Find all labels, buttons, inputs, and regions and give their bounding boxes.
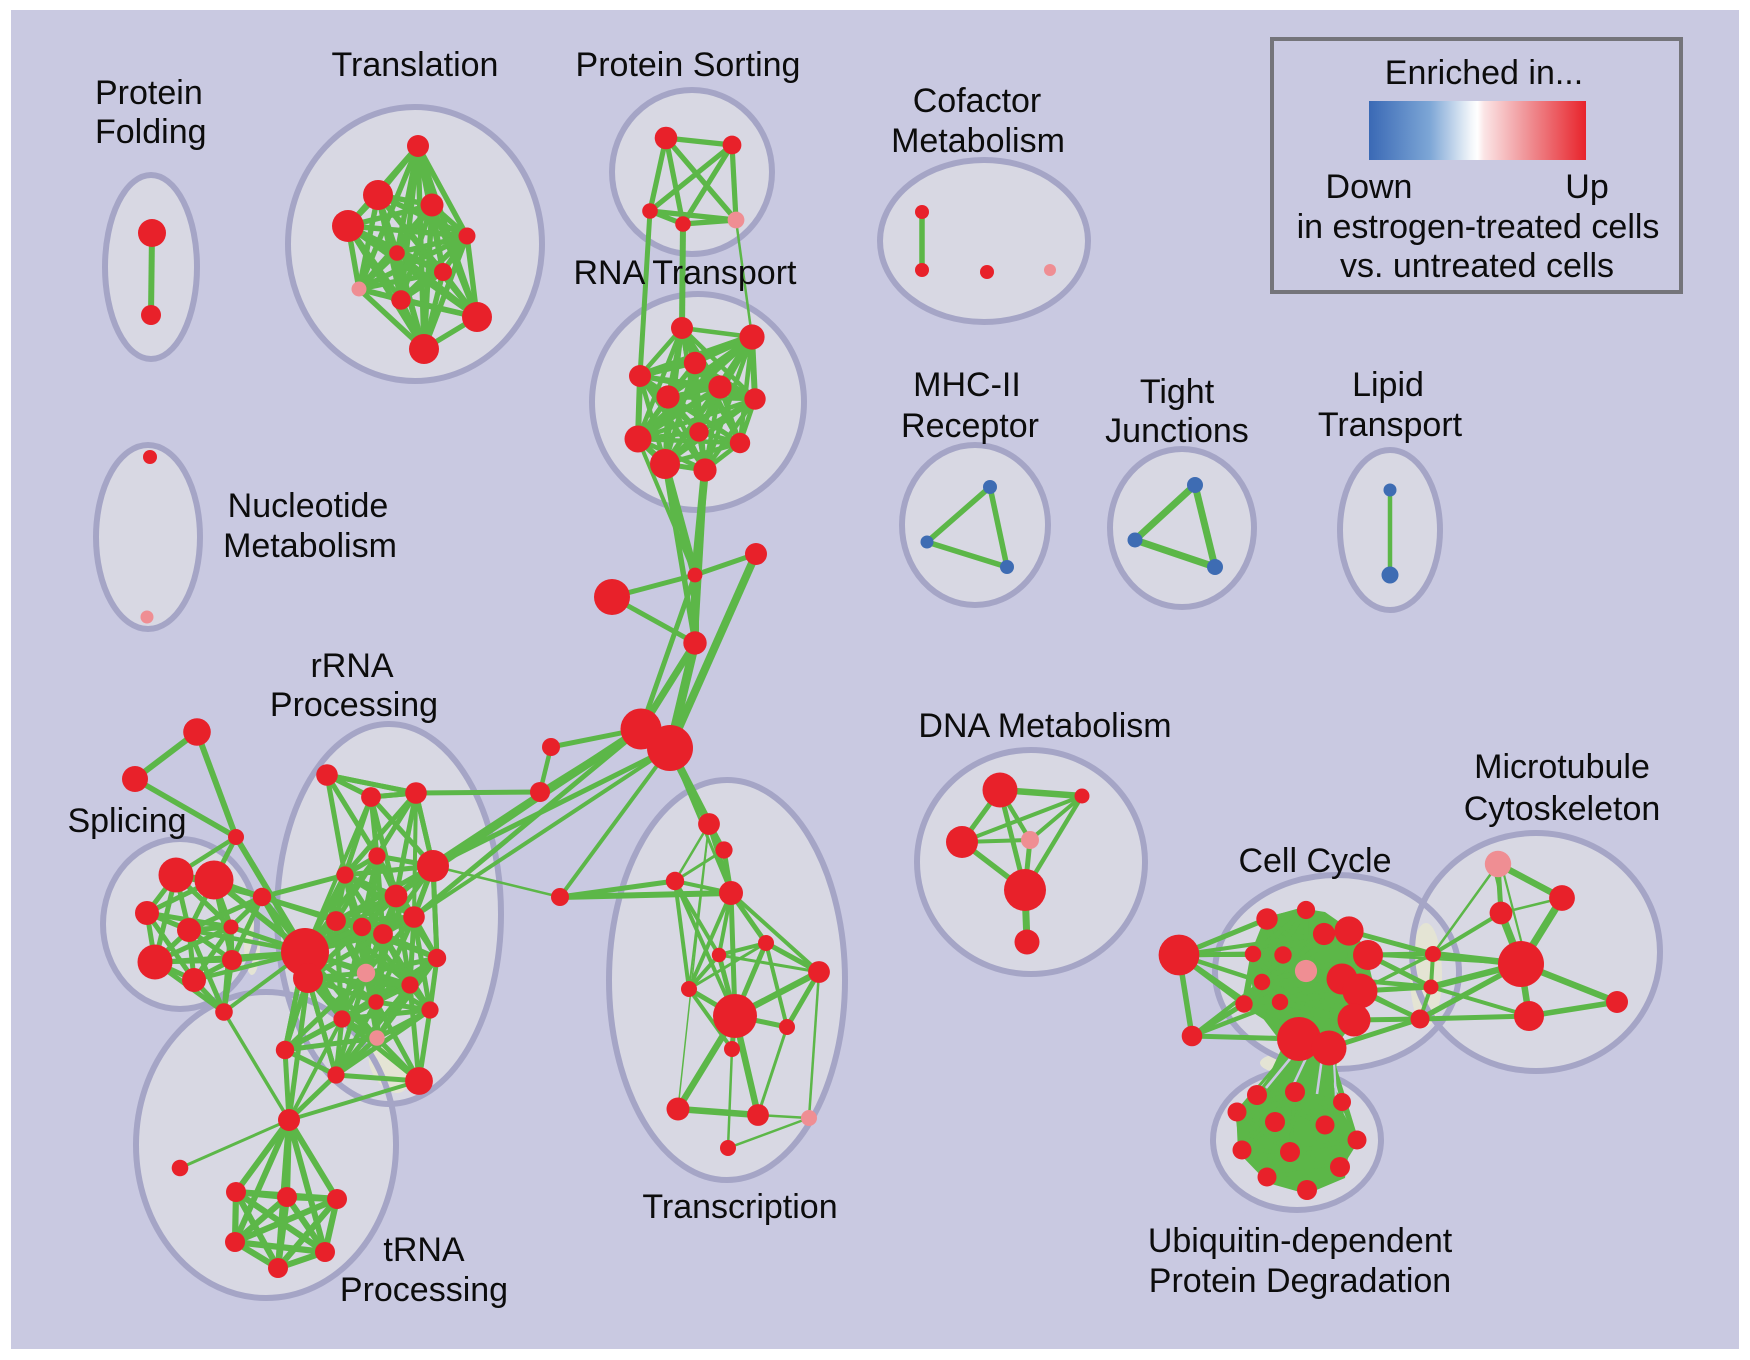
- svg-text:Microtubule: Microtubule: [1474, 748, 1650, 786]
- svg-text:Cofactor: Cofactor: [913, 82, 1042, 120]
- svg-text:Down: Down: [1326, 168, 1413, 206]
- svg-text:Folding: Folding: [95, 113, 207, 151]
- svg-text:Up: Up: [1565, 168, 1608, 206]
- svg-text:DNA Metabolism: DNA Metabolism: [918, 707, 1171, 745]
- svg-text:tRNA: tRNA: [383, 1231, 465, 1269]
- svg-text:Protein Sorting: Protein Sorting: [576, 46, 801, 84]
- svg-text:Cell Cycle: Cell Cycle: [1238, 842, 1391, 880]
- svg-text:RNA Transport: RNA Transport: [574, 254, 798, 292]
- svg-text:Metabolism: Metabolism: [223, 527, 397, 565]
- svg-text:MHC-II: MHC-II: [913, 366, 1021, 404]
- svg-text:vs. untreated cells: vs. untreated cells: [1340, 247, 1614, 285]
- svg-text:Receptor: Receptor: [901, 407, 1039, 445]
- svg-text:Splicing: Splicing: [67, 802, 186, 840]
- svg-text:Processing: Processing: [270, 686, 438, 724]
- svg-text:Junctions: Junctions: [1105, 412, 1249, 450]
- svg-text:Cytoskeleton: Cytoskeleton: [1464, 790, 1661, 828]
- svg-text:Translation: Translation: [332, 46, 499, 84]
- svg-text:in estrogen-treated cells: in estrogen-treated cells: [1297, 208, 1660, 246]
- svg-text:Transport: Transport: [1318, 406, 1463, 444]
- svg-text:Enriched in...: Enriched in...: [1385, 54, 1583, 92]
- svg-text:Transcription: Transcription: [642, 1188, 837, 1226]
- svg-text:Protein: Protein: [95, 74, 203, 112]
- svg-text:Metabolism: Metabolism: [891, 122, 1065, 160]
- svg-text:Nucleotide: Nucleotide: [228, 487, 389, 525]
- svg-text:Processing: Processing: [340, 1271, 508, 1309]
- svg-text:Lipid: Lipid: [1352, 366, 1424, 404]
- svg-text:rRNA: rRNA: [310, 647, 393, 685]
- svg-text:Protein Degradation: Protein Degradation: [1149, 1262, 1451, 1300]
- svg-text:Ubiquitin-dependent: Ubiquitin-dependent: [1148, 1222, 1453, 1260]
- svg-text:Tight: Tight: [1140, 373, 1215, 411]
